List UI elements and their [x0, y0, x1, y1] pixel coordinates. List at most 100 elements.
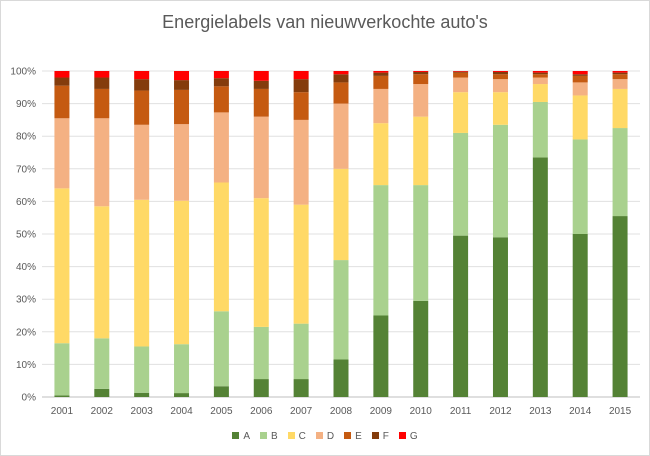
bar-segment-G-2002: [94, 71, 110, 78]
bar-segment-A-2009: [373, 315, 389, 397]
x-tick-label: 2015: [609, 406, 632, 417]
legend-label: E: [355, 431, 362, 442]
y-tick-label: 90%: [16, 99, 36, 110]
bar-segment-B-2005: [213, 311, 229, 387]
bar-segment-C-2009: [373, 123, 389, 186]
bar-segment-E-2008: [333, 82, 349, 104]
bar-segment-C-2012: [492, 92, 508, 125]
bar-segment-C-2003: [134, 199, 150, 347]
bar-segment-F-2015: [612, 72, 628, 75]
bar-segment-A-2013: [532, 157, 548, 397]
bar-segment-C-2008: [333, 168, 349, 261]
bar-segment-C-2002: [94, 206, 110, 339]
bar-segment-A-2011: [453, 235, 469, 397]
bar-segment-B-2013: [532, 101, 548, 158]
bar-segment-D-2014: [572, 82, 588, 96]
bar-segment-C-2011: [453, 92, 469, 133]
bar-segment-A-2007: [293, 379, 309, 397]
bar-segment-F-2002: [94, 77, 110, 89]
bar-segment-D-2009: [373, 88, 389, 124]
bar-segment-G-2001: [54, 71, 70, 78]
bar-segment-G-2006: [253, 71, 269, 81]
bar-segment-F-2010: [413, 71, 429, 75]
bar-segment-A-2003: [134, 392, 150, 397]
bar-segment-F-2003: [134, 79, 150, 91]
bar-segment-A-2001: [54, 395, 70, 397]
bar-segment-F-2014: [572, 74, 588, 76]
x-tick-label: 2012: [489, 406, 512, 417]
legend-label: D: [326, 431, 335, 442]
bar-segment-G-2013: [532, 71, 548, 73]
bar-segment-C-2005: [213, 182, 229, 312]
bar-segment-E-2004: [174, 89, 190, 125]
x-tick-label: 2003: [131, 406, 154, 417]
bar-segment-F-2012: [492, 71, 508, 75]
bar-segment-B-2002: [94, 338, 110, 389]
bar-segment-C-2006: [253, 198, 269, 327]
bar-segment-B-2004: [174, 344, 190, 394]
bar-segment-D-2011: [453, 77, 469, 93]
legend-swatch: [232, 432, 240, 439]
bar-segment-E-2007: [293, 92, 309, 120]
legend-item-D: D: [315, 431, 335, 442]
bar-segment-E-2011: [453, 72, 469, 78]
bar-segment-G-2004: [174, 71, 190, 81]
bar-segment-F-2008: [333, 74, 349, 83]
bar-segment-D-2004: [174, 124, 190, 201]
bar-segment-G-2007: [293, 71, 309, 80]
bar-segment-G-2014: [572, 71, 588, 75]
legend-label: F: [382, 431, 389, 442]
bar-segment-B-2008: [333, 260, 349, 360]
y-tick-label: 70%: [16, 164, 36, 175]
legend-swatch: [259, 432, 267, 439]
bar-segment-B-2010: [413, 185, 429, 301]
bar-segment-C-2004: [174, 200, 190, 345]
bar-segment-B-2012: [492, 124, 508, 238]
bar-segment-G-2012: [492, 71, 508, 72]
bar-segment-B-2015: [612, 128, 628, 217]
x-tick-label: 2006: [250, 406, 273, 417]
bar-segment-D-2012: [492, 79, 508, 93]
bar-segment-B-2001: [54, 343, 70, 396]
bar-segment-E-2014: [572, 75, 588, 83]
x-tick-label: 2007: [290, 406, 313, 417]
bar-segment-D-2006: [253, 116, 269, 199]
bar-segment-B-2011: [453, 132, 469, 236]
bar-segment-E-2010: [413, 74, 429, 85]
legend-swatch: [287, 432, 295, 439]
y-tick-label: 50%: [16, 230, 36, 241]
bar-segment-A-2010: [413, 300, 429, 397]
bar-segment-C-2013: [532, 84, 548, 102]
bar-segment-G-2008: [333, 71, 349, 75]
legend-label: G: [409, 431, 418, 442]
legend-swatch: [315, 432, 323, 439]
x-tick-label: 2013: [529, 406, 552, 417]
bar-segment-G-2009: [373, 71, 389, 73]
bar-segment-D-2015: [612, 79, 628, 89]
legend-item-F: F: [371, 431, 389, 442]
bar-segment-E-2009: [373, 75, 389, 89]
bar-segment-C-2015: [612, 88, 628, 129]
legend-item-E: E: [344, 431, 362, 442]
bar-segment-D-2001: [54, 118, 70, 189]
bar-segment-C-2001: [54, 188, 70, 344]
bar-segment-E-2001: [54, 85, 70, 119]
bar-segment-D-2010: [413, 84, 429, 117]
bar-segment-E-2012: [492, 74, 508, 80]
y-tick-label: 60%: [16, 197, 36, 208]
legend-item-B: B: [259, 431, 278, 442]
y-tick-label: 40%: [16, 262, 36, 273]
x-tick-label: 2014: [569, 406, 592, 417]
bar-segment-G-2015: [612, 71, 628, 73]
bar-segment-C-2007: [293, 204, 309, 324]
x-tick-label: 2010: [410, 406, 433, 417]
bar-segment-D-2013: [532, 77, 548, 85]
bar-segment-F-2009: [373, 72, 389, 76]
bar-segment-F-2006: [253, 80, 269, 89]
legend-item-C: C: [287, 431, 306, 442]
bar-segment-F-2004: [174, 80, 190, 90]
bar-segment-A-2008: [333, 359, 349, 397]
legend-swatch: [371, 432, 379, 439]
legend-swatch: [398, 432, 406, 439]
